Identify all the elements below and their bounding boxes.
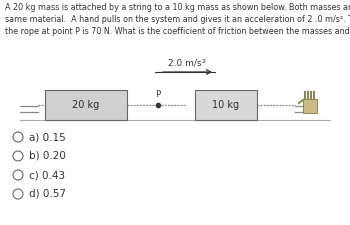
Text: 20 kg: 20 kg xyxy=(72,100,100,110)
Text: b) 0.20: b) 0.20 xyxy=(29,151,66,161)
Text: 2: 2 xyxy=(201,59,205,64)
Text: A 20 kg mass is attached by a string to a 10 kg mass as shown below. Both masses: A 20 kg mass is attached by a string to … xyxy=(5,3,350,36)
Circle shape xyxy=(13,170,23,180)
Text: P: P xyxy=(155,90,161,99)
Text: 2.0 m/s: 2.0 m/s xyxy=(168,59,202,68)
Text: c) 0.43: c) 0.43 xyxy=(29,170,65,180)
Circle shape xyxy=(13,132,23,142)
Bar xyxy=(195,90,257,120)
Circle shape xyxy=(13,189,23,199)
Bar xyxy=(45,90,127,120)
Text: d) 0.57: d) 0.57 xyxy=(29,189,66,199)
Text: a) 0.15: a) 0.15 xyxy=(29,132,66,142)
Circle shape xyxy=(13,151,23,161)
Text: 10 kg: 10 kg xyxy=(212,100,239,110)
Bar xyxy=(303,99,317,113)
